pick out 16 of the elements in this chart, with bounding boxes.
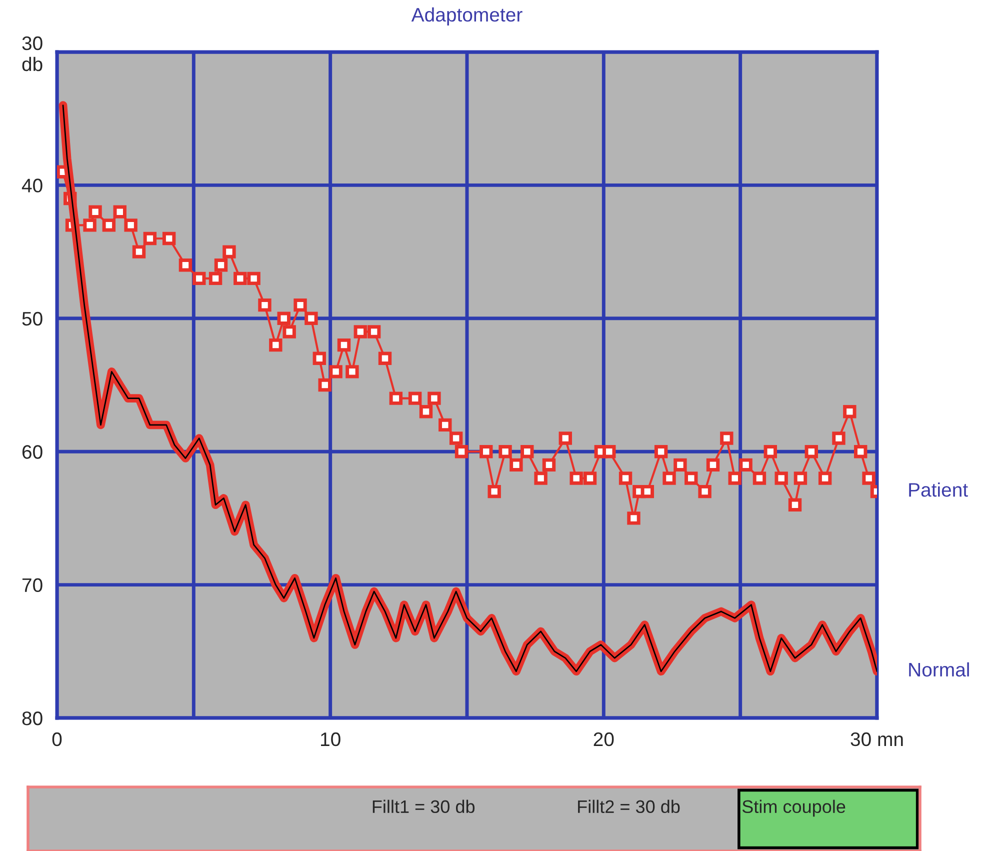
y-tick-label: 50 — [22, 312, 42, 326]
text: Stim coupole — [742, 800, 846, 817]
y-tick-label: 30 db — [22, 36, 42, 72]
x-tick-label: 0 — [52, 732, 62, 746]
text: Fillt2 = 30 db — [578, 800, 680, 814]
x-tick-label: 30 mn — [850, 732, 903, 746]
series-label: Normal — [909, 662, 969, 677]
y-tick-label: 60 — [22, 445, 42, 459]
y-tick-label: 70 — [22, 578, 42, 592]
y-tick-label: 40 — [22, 178, 42, 192]
x-tick-label: 20 — [594, 732, 614, 746]
text: Fillt1 = 30 db — [372, 800, 475, 814]
chart-title: Adaptometer — [411, 7, 522, 26]
x-tick-label: 10 — [321, 732, 340, 746]
series-label: Patient — [909, 482, 968, 497]
y-tick-label: 80 — [22, 711, 42, 726]
